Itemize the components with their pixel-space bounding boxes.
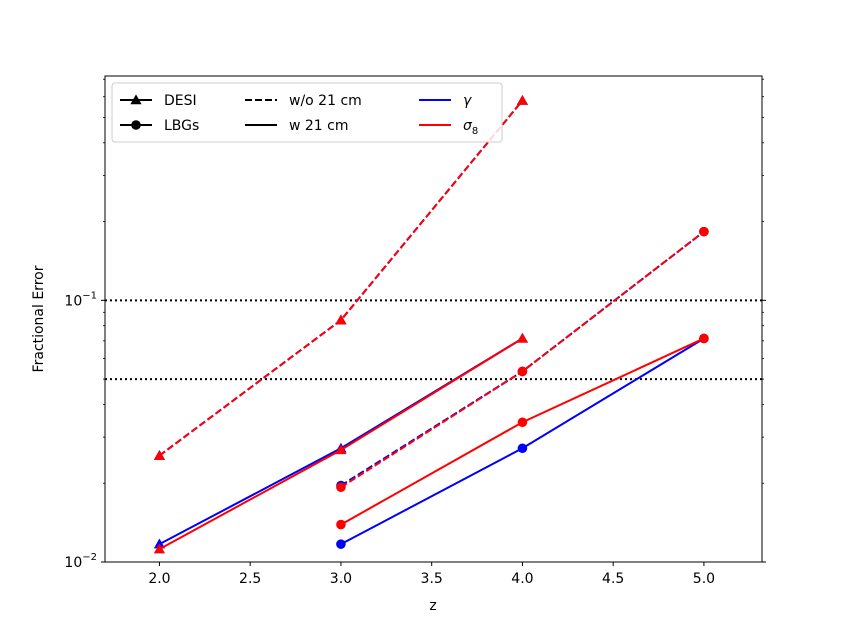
legend: DESI LBGs w/o 21 cm w 21 cm γ σ8	[111, 82, 503, 143]
legend-marker	[130, 94, 142, 105]
series-lbgs-sigma8-wo21cm	[336, 226, 709, 493]
series-layer	[153, 94, 709, 554]
legend-label: LBGs	[164, 118, 199, 134]
series-lbgs-sigma8-w21cm	[336, 333, 709, 530]
data-point	[516, 332, 529, 343]
data-point	[335, 314, 347, 325]
legend-label: σ8	[463, 118, 478, 137]
data-point	[336, 482, 346, 493]
x-tick-label: 3.0	[330, 571, 352, 587]
legend-item-3: w/o 21 cm	[245, 93, 362, 109]
legend-item-2: LBGs	[120, 118, 199, 134]
legend-box	[111, 82, 503, 143]
series-line	[158, 337, 523, 546]
series-line	[158, 99, 524, 457]
series-lbgs-gamma-w21cm	[336, 333, 709, 549]
plot-frame	[104, 75, 763, 563]
data-point	[336, 539, 346, 549]
series-desi-gamma-wo21cm	[153, 94, 529, 460]
series-desi-sigma8-wo21cm	[153, 94, 529, 460]
x-axis-label: z	[429, 598, 436, 614]
data-point	[336, 519, 346, 530]
data-point	[699, 333, 709, 344]
y-tick-label: 10−1	[64, 290, 97, 309]
legend-label: w/o 21 cm	[289, 93, 362, 109]
x-tick-label: 4.5	[602, 571, 624, 587]
series-line	[340, 337, 705, 526]
data-point	[153, 543, 166, 554]
axis-ticks: 2.0 2.5 3.0 3.5 4.0 4.5 5.0 10−2 10−1	[64, 78, 766, 587]
legend-label: γ	[463, 93, 472, 109]
data-point	[517, 443, 528, 454]
x-tick-label: 2.5	[239, 571, 261, 587]
data-point	[517, 417, 528, 428]
x-tick-label: 3.5	[421, 571, 443, 587]
data-point	[699, 226, 709, 237]
data-point	[153, 538, 166, 549]
reference-lines	[105, 299, 762, 381]
x-tick-label: 4.0	[511, 571, 533, 587]
y-axis-label: Fractional Error	[31, 265, 47, 372]
legend-label: w 21 cm	[289, 118, 349, 134]
y-tick-label: 10−2	[64, 552, 97, 571]
data-point	[153, 450, 166, 460]
data-point	[516, 94, 529, 105]
legend-item-5: γ	[419, 93, 472, 109]
legend-item-1: DESI	[120, 93, 197, 109]
series-desi-sigma8-w21cm	[153, 332, 529, 554]
legend-item-4: w 21 cm	[245, 118, 349, 134]
data-point	[517, 366, 528, 377]
x-tick-label: 5.0	[693, 571, 715, 587]
legend-item-6: σ8	[419, 118, 478, 137]
legend-label: DESI	[164, 93, 197, 109]
series-line	[158, 99, 524, 457]
legend-marker	[131, 120, 141, 130]
data-point	[335, 444, 347, 455]
series-desi-gamma-w21cm	[153, 332, 529, 549]
x-tick-label: 2.0	[148, 571, 170, 587]
